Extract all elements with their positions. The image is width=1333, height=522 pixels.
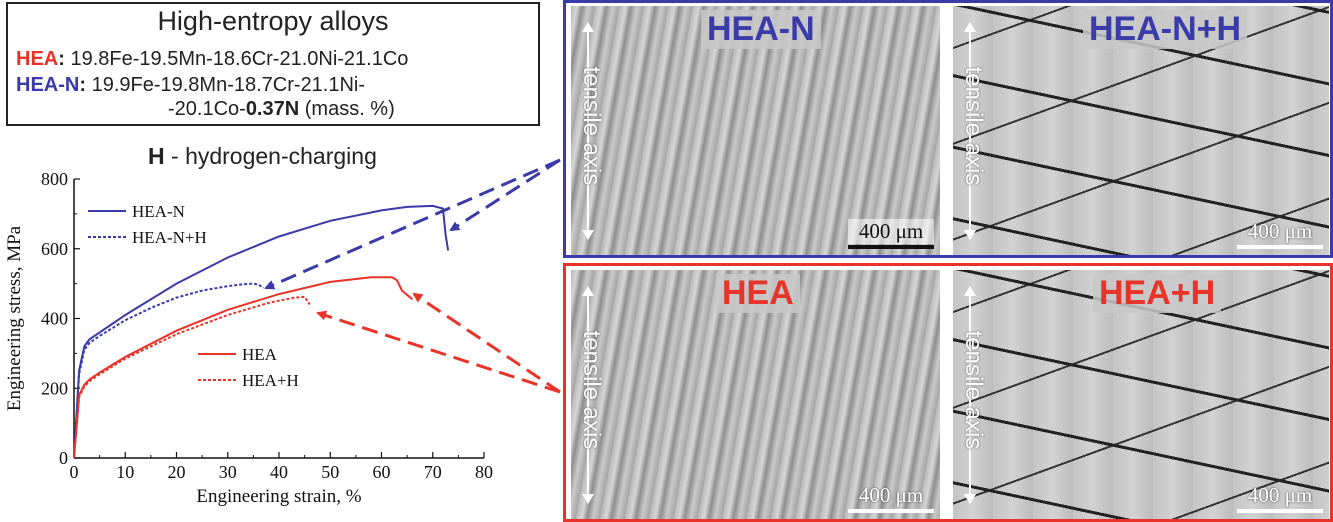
tensile-axis-indicator: tensile axis [575,286,605,504]
x-tick-label: 70 [424,462,442,482]
x-axis-label: Engineering strain, % [196,486,361,507]
hean-micrograph-panel: HEA-N tensile axis 400 μm HEA-N+H tensil… [563,0,1333,258]
micrograph-label: HEA+H [1093,274,1222,313]
micrograph-label: HEA [716,274,800,313]
tensile-axis-label: tensile axis [578,66,605,186]
tensile-axis-label: tensile axis [578,330,605,450]
hea-composition-text: 19.8Fe-19.5Mn-18.6Cr-21.0Ni-21.1Co [70,48,409,70]
tensile-axis-label: tensile axis [960,330,987,450]
legend-label: HEA-N [132,202,185,221]
tensile-axis-indicator: tensile axis [957,22,987,240]
legend-label: HEA-N+H [132,228,207,247]
stress-strain-chart: 0 10 20 30 40 50 60 70 800200400600800Engineerin… [4,169,493,507]
micrograph-hea-h: HEA+H tensile axis 400 μm [953,270,1329,519]
x-tick-label: 50 [321,462,339,482]
x-tick-label: 30 [219,462,237,482]
hean-composition-2: -20.1Co-0.37N (mass. %) [168,98,395,121]
y-tick-label: 200 [41,378,68,398]
double-arrow-icon [582,22,594,240]
y-axis-label: Engineering stress, MPa [4,225,25,411]
x-tick-label: 20 [168,462,186,482]
scale-bar-line [848,245,934,249]
double-arrow-icon [964,286,976,504]
x-tick-label: 40 [270,462,288,482]
hean-nitrogen: 0.37N [245,98,300,120]
scale-bar-label: 400 μm [1247,219,1313,243]
hea-micrograph-panel: HEA tensile axis 400 μm HEA+H tensile ax… [563,263,1333,522]
hean-composition-text-2a: -20.1Co- [168,98,246,120]
tensile-axis-indicator: tensile axis [575,22,605,240]
composition-box: High-entropy alloys HEA: 19.8Fe-19.5Mn-1… [6,2,540,126]
hean-composition-text-2c: (mass. %) [299,98,395,120]
scale-bar: 400 μm [848,219,934,249]
hean-tag: HEA-N [16,74,80,96]
legend-label: HEA [242,345,278,364]
double-arrow-icon [582,286,594,504]
scale-bar-label: 400 μm [848,219,934,244]
hea-colon: : [58,48,65,70]
scale-bar-label: 400 μm [858,483,924,507]
micrograph-hean: HEA-N tensile axis 400 μm [571,6,940,255]
scale-bar-line [1237,509,1323,513]
hea-composition: HEA: 19.8Fe-19.5Mn-18.6Cr-21.0Ni-21.1Co [16,48,408,71]
micrograph-label: HEA-N+H [1083,10,1248,49]
hean-composition-text-1: 19.9Fe-19.8Mn-18.7Cr-21.1Ni- [91,74,366,96]
series-line-hea-n [73,204,450,459]
x-tick-label: 60 [373,462,391,482]
series-line-hea-h [73,295,311,459]
scale-bar: 400 μm [1237,483,1323,513]
scale-bar-line [1237,245,1323,249]
double-arrow-icon [964,22,976,240]
series-line-hea-n-h [73,282,265,459]
hean-colon: : [79,74,87,96]
tensile-axis-label: tensile axis [960,66,987,186]
hea-tag: HEA [16,48,59,70]
scale-bar-line [848,509,934,513]
x-tick-label: 0 [70,462,79,482]
micrograph-hean-h: HEA-N+H tensile axis 400 μm [953,6,1329,255]
scale-bar-label: 400 μm [1247,483,1313,507]
y-tick-label: 800 [41,169,68,189]
scale-bar: 400 μm [848,483,934,513]
h-symbol: H [148,143,165,169]
y-tick-label: 400 [41,309,68,329]
micrograph-hea: HEA tensile axis 400 μm [571,270,940,519]
x-tick-label: 80 [475,462,493,482]
figure-title: High-entropy alloys [157,6,389,36]
tensile-axis-indicator: tensile axis [957,286,987,504]
y-tick-label: 0 [59,448,68,468]
hean-composition: HEA-N: 19.9Fe-19.8Mn-18.7Cr-21.1Ni- [16,74,365,97]
x-tick-label: 10 [116,462,134,482]
scale-bar: 400 μm [1237,219,1323,249]
micrograph-label: HEA-N [701,10,821,49]
series-line-hea [73,276,413,459]
y-tick-label: 600 [41,239,68,259]
legend-label: HEA+H [242,371,299,390]
